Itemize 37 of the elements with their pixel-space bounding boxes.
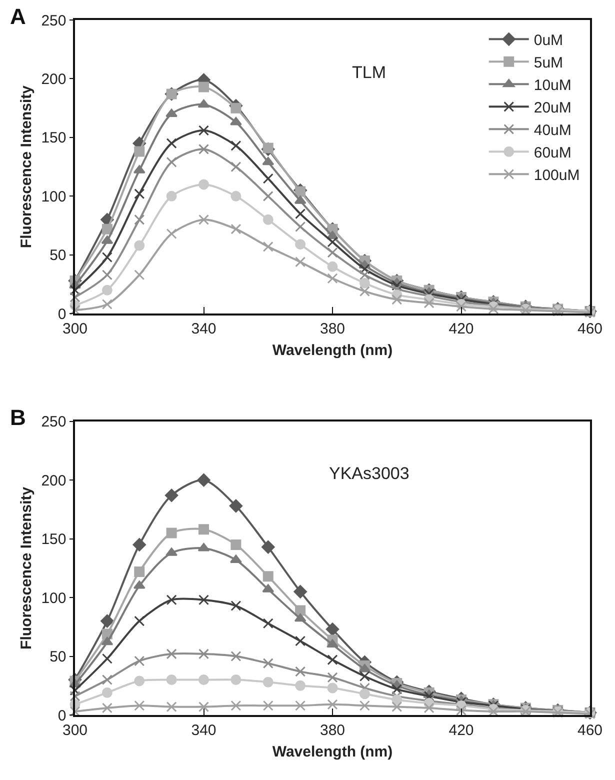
legend-label: 10uM	[534, 77, 572, 94]
y-tick-label: 250	[41, 414, 66, 431]
y-tick-label: 50	[50, 648, 66, 666]
x-tick-label: 300	[62, 722, 88, 739]
x-tick-label: 300	[62, 320, 88, 338]
x-tick-label: 420	[448, 722, 474, 739]
legend-label: 5uM	[534, 54, 564, 72]
x-tick-label: 460	[577, 722, 603, 739]
x-tick-label: 420	[448, 320, 474, 338]
y-tick-label: 100	[41, 590, 66, 607]
legend-label: 20uM	[534, 100, 572, 117]
y-tick-label: 150	[41, 531, 66, 548]
y-tick-label: 0	[58, 707, 66, 724]
x-tick-label: 380	[320, 320, 346, 338]
y-axis-title: Fluorescence Intensity	[18, 84, 35, 248]
y-axis-title: Fluorescence Intensity	[18, 486, 35, 650]
y-tick-label: 100	[41, 188, 66, 206]
annotation: YKAs3003	[329, 464, 410, 483]
legend-label: 0uM	[534, 32, 564, 50]
legend-label: 100uM	[534, 167, 580, 184]
annotation: TLM	[352, 63, 386, 82]
chart-title: B	[10, 405, 26, 430]
legend-label: 60uM	[534, 144, 572, 162]
y-tick-label: 50	[50, 247, 66, 264]
x-tick-label: 380	[320, 722, 346, 739]
y-tick-label: 0	[58, 306, 66, 323]
x-axis-title: Wavelength (nm)	[272, 743, 393, 760]
x-axis-title: Wavelength (nm)	[272, 342, 393, 359]
legend-label: 40uM	[534, 122, 572, 140]
y-tick-label: 200	[41, 70, 66, 88]
x-tick-label: 340	[191, 722, 216, 739]
y-tick-label: 250	[41, 12, 66, 30]
y-tick-label: 150	[41, 130, 66, 147]
y-tick-label: 200	[41, 472, 66, 490]
x-tick-label: 340	[191, 320, 216, 338]
x-tick-label: 460	[577, 320, 603, 338]
chart-title: A	[10, 4, 26, 29]
